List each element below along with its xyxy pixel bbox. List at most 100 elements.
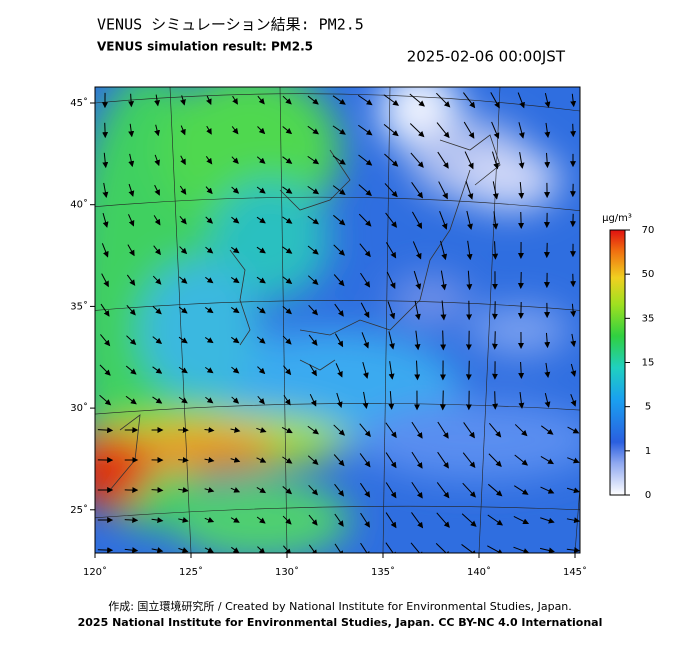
wind-arrow (179, 276, 188, 284)
wind-arrow (359, 482, 371, 498)
wind-arrow (513, 546, 530, 553)
colorbar-label: 15 (642, 358, 655, 369)
wind-arrow (383, 94, 400, 106)
wind-arrow (567, 426, 580, 434)
wind-arrow (492, 241, 499, 260)
wind-arrow (178, 396, 188, 404)
parallel (95, 300, 580, 311)
coastlines (109, 134, 501, 491)
wind-arrow (570, 333, 577, 348)
wind-arrow (436, 122, 450, 139)
colorbar-label: 70 (642, 225, 655, 236)
wind-arrow (385, 242, 397, 259)
colorbar-label: 0 (645, 490, 651, 501)
wind-arrow (178, 517, 189, 523)
wind-arrow (256, 246, 266, 254)
wind-arrow (256, 516, 266, 524)
wind-arrow (383, 124, 399, 137)
wind-arrow (101, 243, 109, 258)
wind-arrow (128, 183, 135, 197)
wind-arrow (127, 244, 135, 257)
parallel (95, 93, 580, 112)
footer-license: 2025 National Institute for Environmenta… (78, 616, 603, 629)
wind-arrow (99, 394, 112, 406)
wind-arrow (410, 152, 424, 168)
parallel (95, 505, 580, 519)
wind-arrow (151, 517, 164, 524)
wind-arrow (282, 456, 293, 464)
wind-arrow (333, 244, 346, 256)
wind-arrow (440, 330, 447, 351)
wind-arrow (230, 426, 241, 433)
wind-arrow (385, 542, 397, 553)
wind-arrow (179, 185, 187, 195)
wind-arrow (101, 273, 109, 288)
wind-arrow (463, 121, 475, 139)
wind-arrow (539, 547, 555, 553)
wind-arrow (282, 276, 293, 284)
wind-arrow (282, 95, 292, 105)
wind-arrow (518, 391, 525, 409)
wind-arrow (540, 455, 554, 465)
wind-arrow (544, 92, 551, 108)
wind-arrow (231, 126, 239, 135)
wind-arrow (230, 487, 241, 493)
wind-arrow (334, 333, 344, 348)
wind-arrow (335, 363, 343, 378)
wind-arrow (282, 246, 293, 254)
lon-label: 130˚ (275, 566, 299, 578)
wind-arrow (178, 547, 189, 553)
wind-arrow (152, 275, 162, 285)
wind-arrow (154, 94, 161, 107)
wind-arrow (128, 123, 135, 138)
wind-arrow (283, 395, 291, 406)
wind-arrow (125, 395, 137, 405)
wind-arrow (282, 305, 292, 315)
wind-arrow (151, 487, 164, 494)
wind-arrow (102, 212, 109, 228)
lat-label: 45˚ (70, 97, 88, 109)
lat-label: 40˚ (70, 199, 88, 211)
wind-arrow (492, 211, 499, 230)
wind-arrow (97, 427, 114, 434)
wind-arrow (387, 301, 396, 320)
lon-label: 140˚ (467, 566, 491, 578)
wind-arrow (307, 455, 319, 465)
wind-arrow (411, 211, 423, 230)
colorbar-label: 5 (645, 402, 651, 413)
meridian (382, 87, 391, 553)
wind-arrow (414, 360, 421, 381)
wind-arrow (488, 483, 503, 497)
wind-arrow (466, 210, 473, 231)
wind-arrow (126, 304, 136, 316)
wind-arrow (230, 277, 240, 284)
wind-arrow (333, 454, 345, 467)
wind-arrow (100, 303, 110, 317)
wind-arrow (231, 186, 240, 194)
wind-arrow (332, 95, 346, 105)
wind-arrow (465, 360, 472, 381)
wind-arrow (179, 215, 187, 225)
wind-arrow (124, 517, 139, 524)
wind-arrow (152, 396, 163, 404)
wind-arrow (230, 517, 240, 523)
wind-arrow (309, 394, 317, 407)
wind-arrow (544, 152, 551, 169)
wind-arrow (357, 94, 373, 106)
wind-arrow (282, 515, 292, 525)
wind-arrow (205, 186, 213, 195)
wind-arrow (204, 426, 215, 433)
wind-arrow (153, 245, 161, 256)
wind-arrow (205, 366, 214, 374)
wind-arrow (154, 124, 161, 137)
wind-arrow (386, 271, 396, 289)
wind-arrow (385, 452, 397, 469)
wind-arrow (231, 246, 240, 254)
wind-arrow (492, 391, 499, 410)
wind-arrow (178, 366, 188, 374)
wind-arrow (360, 302, 370, 319)
wind-arrow (464, 151, 474, 170)
wind-arrow (99, 364, 111, 376)
wind-arrow (204, 517, 215, 523)
wind-arrow (231, 396, 240, 404)
